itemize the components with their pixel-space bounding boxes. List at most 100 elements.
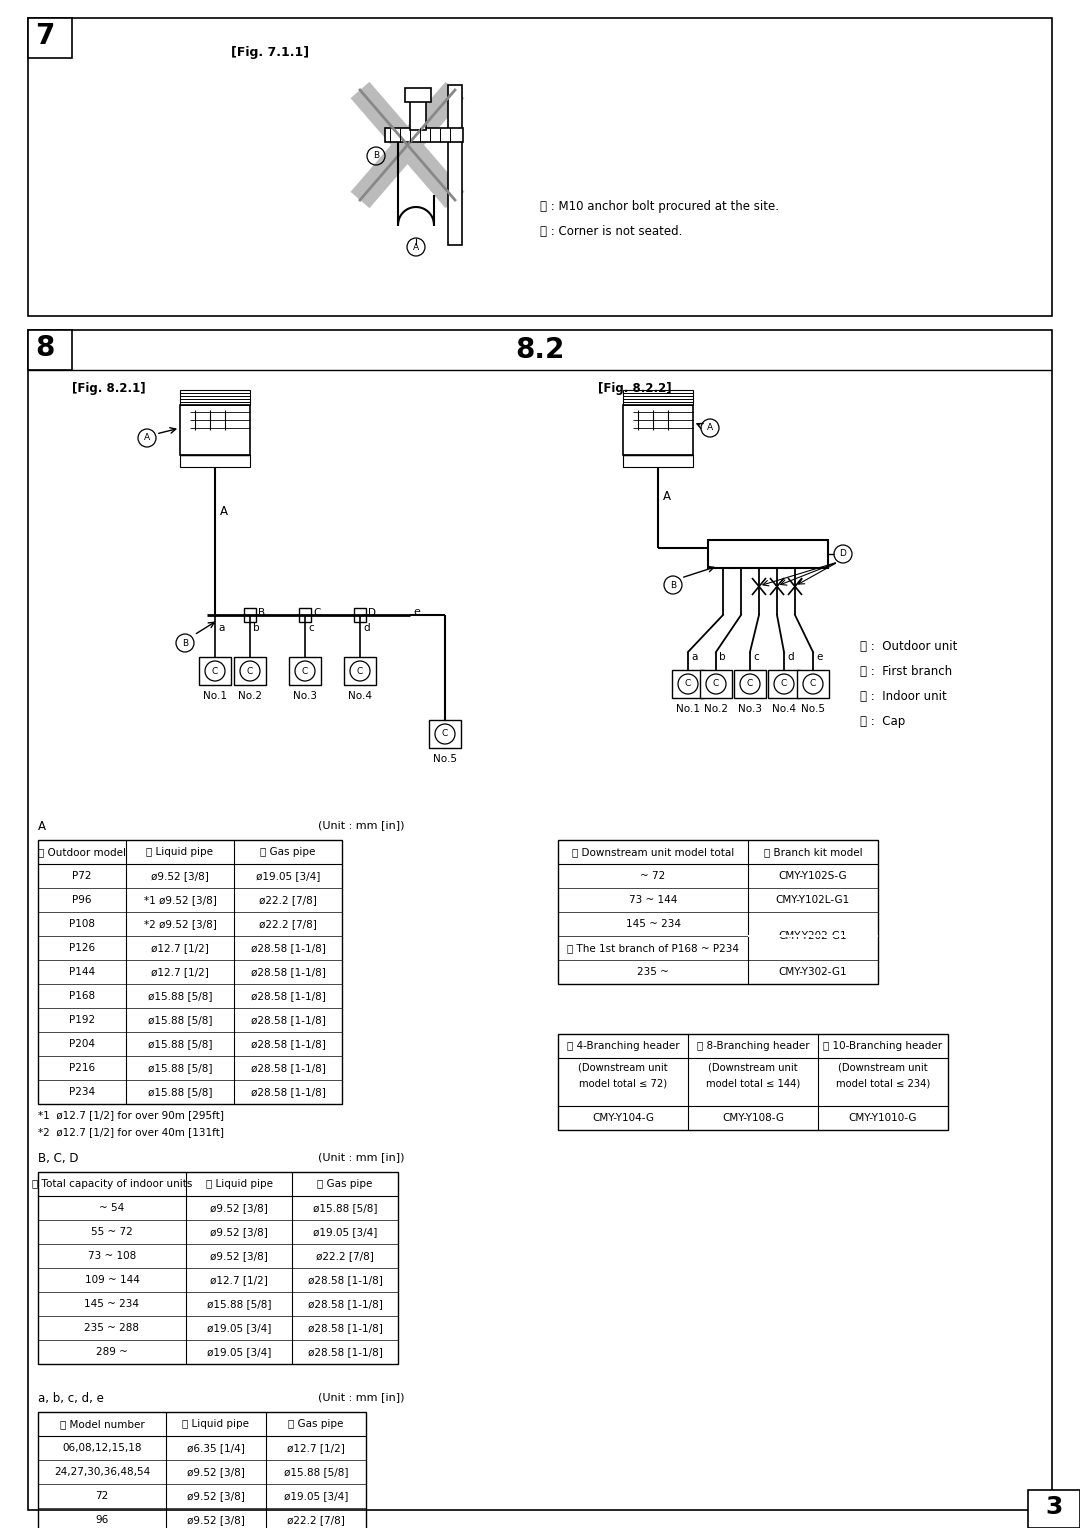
- Bar: [623, 405, 693, 455]
- Text: A: A: [707, 423, 713, 432]
- Text: (Unit : mm [in]): (Unit : mm [in]): [319, 1392, 405, 1403]
- Text: Ⓒ Gas pipe: Ⓒ Gas pipe: [260, 847, 315, 857]
- Bar: [299, 608, 311, 622]
- Bar: [708, 539, 828, 568]
- Text: Ⓕ Downstream unit model total: Ⓕ Downstream unit model total: [572, 847, 734, 857]
- Text: P108: P108: [69, 918, 95, 929]
- Text: No.4: No.4: [348, 691, 372, 701]
- Text: No.1: No.1: [203, 691, 227, 701]
- Text: A: A: [220, 504, 228, 518]
- Text: Ⓑ Liquid pipe: Ⓑ Liquid pipe: [205, 1180, 272, 1189]
- Text: ø28.58 [1-1/8]: ø28.58 [1-1/8]: [308, 1348, 382, 1357]
- Text: ø28.58 [1-1/8]: ø28.58 [1-1/8]: [251, 943, 325, 953]
- Text: [Fig. 8.2.2]: [Fig. 8.2.2]: [598, 382, 672, 396]
- Text: Ⓑ :  First branch: Ⓑ : First branch: [860, 665, 953, 678]
- Text: ø28.58 [1-1/8]: ø28.58 [1-1/8]: [251, 1063, 325, 1073]
- Text: B: B: [373, 151, 379, 160]
- Text: C: C: [247, 666, 253, 675]
- Text: ⓓ Total capacity of indoor units: ⓓ Total capacity of indoor units: [31, 1180, 192, 1189]
- Text: Ⓒ :  Indoor unit: Ⓒ : Indoor unit: [860, 691, 947, 703]
- Text: No.2: No.2: [238, 691, 262, 701]
- Text: *1  ø12.7 [1/2] for over 90m [295ft]: *1 ø12.7 [1/2] for over 90m [295ft]: [38, 1109, 224, 1120]
- Text: ø19.05 [3/4]: ø19.05 [3/4]: [256, 871, 320, 882]
- Text: ø28.58 [1-1/8]: ø28.58 [1-1/8]: [251, 1039, 325, 1050]
- Text: 73 ~ 144: 73 ~ 144: [629, 895, 677, 905]
- Text: ø22.2 [7/8]: ø22.2 [7/8]: [287, 1514, 345, 1525]
- Text: 55 ~ 72: 55 ~ 72: [91, 1227, 133, 1238]
- Text: (Downstream unit: (Downstream unit: [838, 1062, 928, 1073]
- Text: b: b: [253, 623, 259, 633]
- Text: b: b: [719, 652, 726, 662]
- Text: 24,27,30,36,48,54: 24,27,30,36,48,54: [54, 1467, 150, 1478]
- Text: C: C: [713, 680, 719, 689]
- Text: ø22.2 [7/8]: ø22.2 [7/8]: [316, 1251, 374, 1261]
- Bar: [558, 840, 878, 984]
- Text: 289 ~: 289 ~: [96, 1348, 127, 1357]
- Text: P204: P204: [69, 1039, 95, 1050]
- Text: P168: P168: [69, 992, 95, 1001]
- Text: ø15.88 [5/8]: ø15.88 [5/8]: [148, 992, 213, 1001]
- Bar: [180, 455, 249, 468]
- Text: Ⓑ Liquid pipe: Ⓑ Liquid pipe: [183, 1420, 249, 1429]
- Text: No.1: No.1: [676, 704, 700, 714]
- Text: model total ≤ 144): model total ≤ 144): [706, 1079, 800, 1089]
- Text: C: C: [356, 666, 363, 675]
- Text: D: D: [368, 608, 376, 617]
- Text: ø15.88 [5/8]: ø15.88 [5/8]: [148, 1063, 213, 1073]
- Text: ø9.52 [3/8]: ø9.52 [3/8]: [187, 1467, 245, 1478]
- Bar: [623, 390, 693, 405]
- Bar: [734, 669, 766, 698]
- Bar: [429, 720, 461, 749]
- Text: c: c: [753, 652, 759, 662]
- Text: No.3: No.3: [293, 691, 318, 701]
- Text: C: C: [313, 608, 321, 617]
- Text: ø28.58 [1-1/8]: ø28.58 [1-1/8]: [251, 992, 325, 1001]
- Text: A: A: [413, 243, 419, 252]
- Text: 06,08,12,15,18: 06,08,12,15,18: [63, 1442, 141, 1453]
- Text: ø28.58 [1-1/8]: ø28.58 [1-1/8]: [308, 1323, 382, 1332]
- Text: P234: P234: [69, 1086, 95, 1097]
- Text: D: D: [839, 550, 847, 559]
- Text: CMY-Y104-G: CMY-Y104-G: [592, 1112, 654, 1123]
- Text: d: d: [787, 652, 794, 662]
- Text: c: c: [308, 623, 314, 633]
- Text: ø15.88 [5/8]: ø15.88 [5/8]: [148, 1015, 213, 1025]
- Text: P96: P96: [72, 895, 92, 905]
- Text: Ⓙ 8-Branching header: Ⓙ 8-Branching header: [697, 1041, 809, 1051]
- Text: C: C: [212, 666, 218, 675]
- Text: a: a: [218, 623, 225, 633]
- Text: ~ 72: ~ 72: [640, 871, 665, 882]
- Bar: [354, 608, 366, 622]
- Text: Ⓑ : Corner is not seated.: Ⓑ : Corner is not seated.: [540, 225, 683, 238]
- Text: C: C: [685, 680, 691, 689]
- Text: ø15.88 [5/8]: ø15.88 [5/8]: [284, 1467, 348, 1478]
- Text: ø12.7 [1/2]: ø12.7 [1/2]: [151, 967, 208, 976]
- Text: ø15.88 [5/8]: ø15.88 [5/8]: [148, 1039, 213, 1050]
- Bar: [38, 1412, 366, 1528]
- Text: 8: 8: [35, 335, 54, 362]
- Text: ø15.88 [5/8]: ø15.88 [5/8]: [206, 1299, 271, 1309]
- Bar: [384, 128, 463, 142]
- Text: [Fig. 7.1.1]: [Fig. 7.1.1]: [231, 46, 309, 60]
- Text: ø28.58 [1-1/8]: ø28.58 [1-1/8]: [251, 967, 325, 976]
- Text: [Fig. 8.2.1]: [Fig. 8.2.1]: [72, 382, 146, 396]
- Text: ø6.35 [1/4]: ø6.35 [1/4]: [187, 1442, 245, 1453]
- Text: ø28.58 [1-1/8]: ø28.58 [1-1/8]: [308, 1274, 382, 1285]
- Bar: [28, 330, 1052, 1510]
- Bar: [1028, 1490, 1080, 1528]
- Text: ø9.52 [3/8]: ø9.52 [3/8]: [187, 1491, 245, 1500]
- Text: *2 ø9.52 [3/8]: *2 ø9.52 [3/8]: [144, 918, 216, 929]
- Text: Ⓐ : M10 anchor bolt procured at the site.: Ⓐ : M10 anchor bolt procured at the site…: [540, 200, 779, 212]
- Text: P216: P216: [69, 1063, 95, 1073]
- Text: model total ≤ 72): model total ≤ 72): [579, 1079, 667, 1089]
- Text: Ⓒ Gas pipe: Ⓒ Gas pipe: [318, 1180, 373, 1189]
- Text: A: A: [38, 821, 46, 833]
- Bar: [180, 390, 249, 405]
- Bar: [38, 1172, 399, 1365]
- Bar: [672, 669, 704, 698]
- Text: Ⓢ The 1st branch of P168 ~ P234: Ⓢ The 1st branch of P168 ~ P234: [567, 943, 739, 953]
- Text: e: e: [413, 607, 420, 617]
- Text: A: A: [144, 434, 150, 443]
- Text: No.4: No.4: [772, 704, 796, 714]
- Text: ø28.58 [1-1/8]: ø28.58 [1-1/8]: [251, 1015, 325, 1025]
